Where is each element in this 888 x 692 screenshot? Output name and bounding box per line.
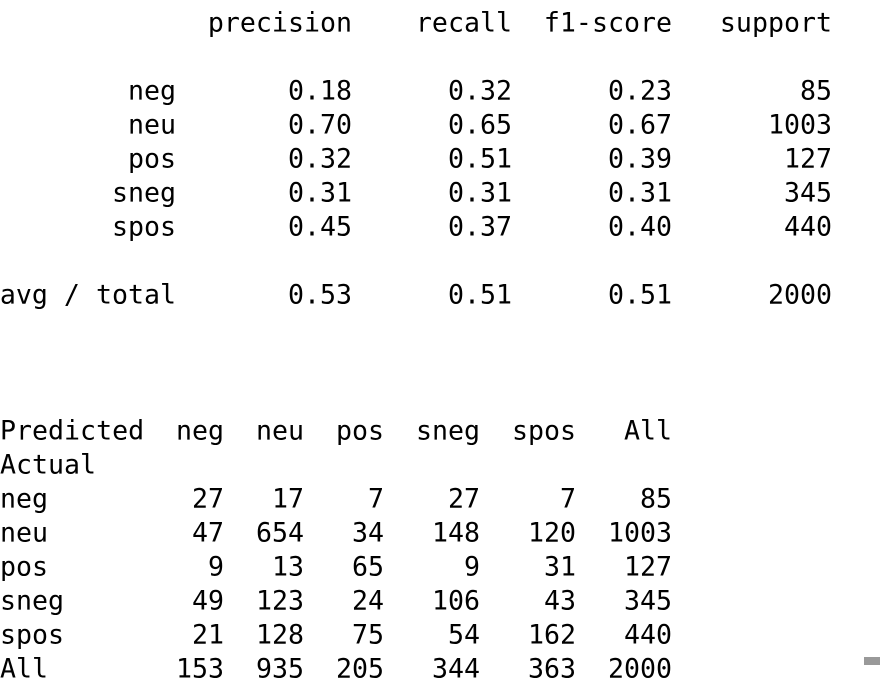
- crosstab-cell: 43: [544, 586, 576, 617]
- report-cell: 0.70: [288, 110, 352, 141]
- crosstab-cell: 123: [256, 586, 304, 617]
- crosstab-cell: 27: [192, 484, 224, 515]
- crosstab-column-header: pos: [336, 416, 384, 447]
- crosstab-cell: 127: [624, 552, 672, 583]
- report-avg-label: avg / total: [0, 280, 176, 311]
- crosstab-cell: 13: [272, 552, 304, 583]
- report-row-label: spos: [112, 212, 176, 243]
- crosstab-cell: 344: [432, 654, 480, 685]
- crosstab-cell: 9: [208, 552, 224, 583]
- crosstab-cell: 7: [560, 484, 576, 515]
- crosstab-cell: 24: [352, 586, 384, 617]
- crosstab-cell: 27: [448, 484, 480, 515]
- crosstab-cell: 440: [624, 620, 672, 651]
- report-cell: 0.31: [608, 178, 672, 209]
- crosstab-cell: 47: [192, 518, 224, 549]
- crosstab-cell: 106: [432, 586, 480, 617]
- crosstab-cell: 128: [256, 620, 304, 651]
- crosstab-row-label: spos: [0, 620, 64, 651]
- crosstab-cell: 1003: [608, 518, 672, 549]
- crosstab-cell: 49: [192, 586, 224, 617]
- report-row-label: neu: [128, 110, 176, 141]
- crosstab-row-label: All: [0, 654, 48, 685]
- report-column-header: precision: [208, 8, 352, 39]
- crosstab-cell: 162: [528, 620, 576, 651]
- report-cell: 440: [784, 212, 832, 243]
- report-cell: 0.45: [288, 212, 352, 243]
- crosstab-cell: 31: [544, 552, 576, 583]
- crosstab-cell: 205: [336, 654, 384, 685]
- report-column-header: recall: [416, 8, 512, 39]
- crosstab-cell: 935: [256, 654, 304, 685]
- crosstab-column-header: neg: [176, 416, 224, 447]
- crosstab-cell: 9: [464, 552, 480, 583]
- resize-handle: [864, 657, 880, 665]
- crosstab-cell: 65: [352, 552, 384, 583]
- crosstab-corner: Predicted: [0, 416, 144, 447]
- report-cell: 345: [784, 178, 832, 209]
- report-avg-cell: 0.51: [448, 280, 512, 311]
- crosstab-cell: 21: [192, 620, 224, 651]
- crosstab-cell: 85: [640, 484, 672, 515]
- crosstab-cell: 75: [352, 620, 384, 651]
- report-cell: 127: [784, 144, 832, 175]
- report-cell: 0.40: [608, 212, 672, 243]
- report-row-label: pos: [128, 144, 176, 175]
- report-cell: 0.31: [448, 178, 512, 209]
- report-cell: 0.32: [288, 144, 352, 175]
- crosstab-cell: 7: [368, 484, 384, 515]
- report-avg-cell: 0.53: [288, 280, 352, 311]
- crosstab-column-header: spos: [512, 416, 576, 447]
- report-cell: 1003: [768, 110, 832, 141]
- crosstab-row-label: neu: [0, 518, 48, 549]
- crosstab-cell: 2000: [608, 654, 672, 685]
- report-avg-cell: 0.51: [608, 280, 672, 311]
- crosstab-column-header: neu: [256, 416, 304, 447]
- crosstab-cell: 17: [272, 484, 304, 515]
- crosstab-row-label: neg: [0, 484, 48, 515]
- crosstab-index-name: Actual: [0, 450, 96, 481]
- report-row-label: sneg: [112, 178, 176, 209]
- report-cell: 0.18: [288, 76, 352, 107]
- crosstab-cell: 34: [352, 518, 384, 549]
- report-cell: 0.67: [608, 110, 672, 141]
- crosstab-row-label: pos: [0, 552, 48, 583]
- crosstab-cell: 153: [176, 654, 224, 685]
- report-cell: 0.23: [608, 76, 672, 107]
- report-column-header: support: [720, 8, 832, 39]
- report-cell: 0.51: [448, 144, 512, 175]
- report-cell: 0.32: [448, 76, 512, 107]
- crosstab-cell: 148: [432, 518, 480, 549]
- crosstab-cell: 654: [256, 518, 304, 549]
- report-cell: 85: [800, 76, 832, 107]
- crosstab-row-label: sneg: [0, 586, 64, 617]
- report-cell: 0.65: [448, 110, 512, 141]
- crosstab-column-header: sneg: [416, 416, 480, 447]
- crosstab-column-header: All: [624, 416, 672, 447]
- crosstab-cell: 363: [528, 654, 576, 685]
- crosstab-cell: 120: [528, 518, 576, 549]
- crosstab-cell: 345: [624, 586, 672, 617]
- report-cell: 0.37: [448, 212, 512, 243]
- crosstab-cell: 54: [448, 620, 480, 651]
- report-cell: 0.39: [608, 144, 672, 175]
- report-row-label: neg: [128, 76, 176, 107]
- report-avg-cell: 2000: [768, 280, 832, 311]
- report-cell: 0.31: [288, 178, 352, 209]
- report-column-header: f1-score: [544, 8, 672, 39]
